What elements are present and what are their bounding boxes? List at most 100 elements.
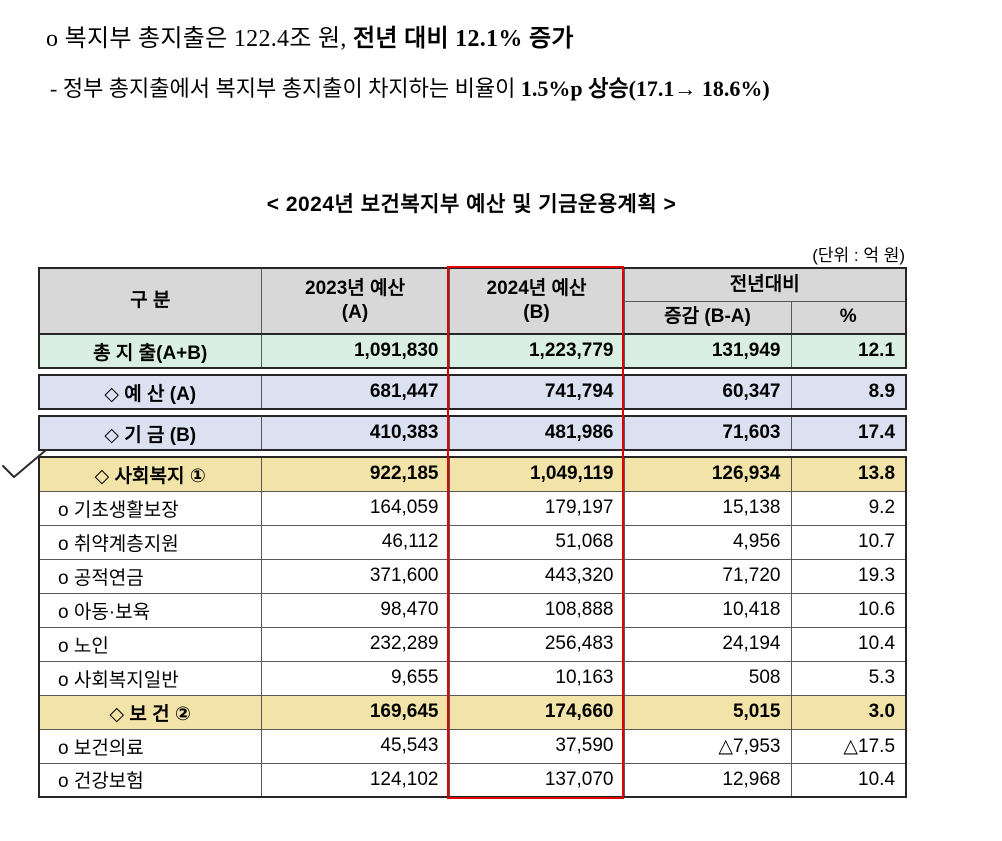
header-yoy-pct: %	[790, 300, 907, 335]
table-header: 구 분 2023년 예산 (A) 2024년 예산 (B) 전년대비 증감 (B…	[38, 267, 907, 335]
header-2023-line1: 2023년 예산	[305, 278, 405, 300]
header-category: 구 분	[38, 267, 262, 335]
y2024-cell: 108,888	[448, 592, 625, 628]
category-cell: 총 지 출(A+B)	[38, 333, 262, 369]
pct-cell: 12.1	[790, 333, 907, 369]
y2024-cell: 37,590	[448, 728, 625, 764]
pct-cell: 9.2	[790, 490, 907, 526]
y2023-cell: 922,185	[260, 456, 450, 492]
header-yoy: 전년대비	[623, 267, 907, 302]
y2023-cell: 232,289	[260, 626, 450, 662]
y2024-cell: 741,794	[448, 374, 625, 410]
y2023-cell: 169,645	[260, 694, 450, 730]
y2023-cell: 164,059	[260, 490, 450, 526]
y2024-cell: 137,070	[448, 762, 625, 798]
y2023-cell: 46,112	[260, 524, 450, 560]
pct-cell: 13.8	[790, 456, 907, 492]
category-cell: ◇ 예 산 (A)	[38, 374, 262, 410]
table-row-health: ◇ 보 건 ② 169,645 174,660 5,015 3.0	[38, 694, 907, 730]
header-2023-budget: 2023년 예산 (A)	[260, 267, 450, 335]
table-row-budget-a: ◇ 예 산 (A) 681,447 741,794 60,347 8.9	[38, 374, 907, 410]
table-row-health-insurance: o 건강보험 124,102 137,070 12,968 10.4	[38, 762, 907, 798]
category-cell: o 사회복지일반	[38, 660, 262, 696]
section-gap	[39, 450, 907, 457]
summary-line-2-text: - 정부 총지출에서 복지부 총지출이 차지하는 비율이	[50, 76, 521, 101]
y2023-cell: 371,600	[260, 558, 450, 594]
diff-cell: 5,015	[623, 694, 792, 730]
pct-cell: 8.9	[790, 374, 907, 410]
category-cell: ◇ 보 건 ②	[38, 694, 262, 730]
y2024-cell: 481,986	[448, 415, 625, 451]
category-cell: o 노인	[38, 626, 262, 662]
table-row-basic-livelihood: o 기초생활보장 164,059 179,197 15,138 9.2	[38, 490, 907, 526]
y2024-cell: 1,049,119	[448, 456, 625, 492]
y2024-cell: 179,197	[448, 490, 625, 526]
y2024-cell: 1,223,779	[448, 333, 625, 369]
table-body: 총 지 출(A+B) 1,091,830 1,223,779 131,949 1…	[38, 333, 907, 798]
table-row-public-pension: o 공적연금 371,600 443,320 71,720 19.3	[38, 558, 907, 594]
header-yoy-diff: 증감 (B-A)	[623, 300, 792, 335]
pct-cell: 10.4	[790, 762, 907, 798]
summary-line-2-bold: 1.5%p 상승(17.1→ 18.6%)	[520, 76, 770, 101]
y2024-cell: 174,660	[448, 694, 625, 730]
diff-cell: 71,720	[623, 558, 792, 594]
y2024-cell: 10,163	[448, 660, 625, 696]
diff-cell: △7,953	[623, 728, 792, 764]
table-row-total-expenditure: 총 지 출(A+B) 1,091,830 1,223,779 131,949 1…	[38, 333, 907, 369]
diff-cell: 10,418	[623, 592, 792, 628]
table-row-vulnerable-support: o 취약계층지원 46,112 51,068 4,956 10.7	[38, 524, 907, 560]
pct-cell: 10.6	[790, 592, 907, 628]
diff-cell: 4,956	[623, 524, 792, 560]
pct-cell: 10.4	[790, 626, 907, 662]
summary-line-1-text: o 복지부 총지출은 122.4조 원,	[46, 26, 354, 52]
y2023-cell: 45,543	[260, 728, 450, 764]
budget-table-wrap: 구 분 2023년 예산 (A) 2024년 예산 (B) 전년대비 증감 (B…	[38, 266, 908, 799]
section-gap	[39, 409, 907, 416]
diff-cell: 131,949	[623, 333, 792, 369]
table-row-elderly: o 노인 232,289 256,483 24,194 10.4	[38, 626, 907, 662]
summary-line-1: o 복지부 총지출은 122.4조 원, 전년 대비 12.1% 증가	[46, 18, 574, 53]
pct-cell: 19.3	[790, 558, 907, 594]
y2023-cell: 9,655	[260, 660, 450, 696]
diff-cell: 12,968	[623, 762, 792, 798]
y2023-cell: 98,470	[260, 592, 450, 628]
header-2024-line1: 2024년 예산	[486, 278, 587, 300]
category-cell: ◇ 기 금 (B)	[38, 415, 262, 451]
y2023-cell: 681,447	[260, 374, 450, 410]
unit-label: (단위 : 억 원)	[812, 246, 905, 265]
summary-line-2: - 정부 총지출에서 복지부 총지출이 차지하는 비율이 1.5%p 상승(17…	[50, 71, 770, 103]
category-cell: o 건강보험	[38, 762, 262, 798]
handwritten-checkmark-icon	[2, 449, 47, 478]
header-row-1: 구 분 2023년 예산 (A) 2024년 예산 (B) 전년대비	[38, 267, 907, 335]
header-row-2: 증감 (B-A) %	[39, 300, 907, 335]
category-cell: o 기초생활보장	[38, 490, 262, 526]
header-2023-line2: (A)	[341, 302, 369, 323]
pct-cell: △17.5	[790, 728, 907, 764]
summary-line-1-bold: 전년 대비 12.1% 증가	[353, 26, 574, 52]
pct-cell: 10.7	[790, 524, 907, 560]
table-row-health-medical: o 보건의료 45,543 37,590 △7,953 △17.5	[38, 728, 907, 764]
pct-cell: 17.4	[790, 415, 907, 451]
diff-cell: 60,347	[623, 374, 792, 410]
diff-cell: 71,603	[623, 415, 792, 451]
category-cell: o 취약계층지원	[38, 524, 262, 560]
table-row-social-welfare-general: o 사회복지일반 9,655 10,163 508 5.3	[38, 660, 907, 696]
pct-cell: 3.0	[790, 694, 907, 730]
table-row-fund-b: ◇ 기 금 (B) 410,383 481,986 71,603 17.4	[38, 415, 907, 451]
table-row-child-care: o 아동·보육 98,470 108,888 10,418 10.6	[38, 592, 907, 628]
table-row-social-welfare: ◇ 사회복지 ① 922,185 1,049,119 126,934 13.8	[38, 456, 907, 492]
y2024-cell: 443,320	[448, 558, 625, 594]
diff-cell: 24,194	[623, 626, 792, 662]
header-2024-budget: 2024년 예산 (B)	[448, 267, 625, 335]
pct-cell: 5.3	[790, 660, 907, 696]
diff-cell: 15,138	[623, 490, 792, 526]
table-title: < 2024년 보건복지부 예산 및 기금운용계획 >	[266, 193, 677, 216]
y2023-cell: 1,091,830	[260, 333, 450, 369]
diff-cell: 126,934	[623, 456, 792, 492]
category-cell: o 보건의료	[38, 728, 262, 764]
diff-cell: 508	[623, 660, 792, 696]
category-cell: o 공적연금	[38, 558, 262, 594]
y2023-cell: 124,102	[260, 762, 450, 798]
section-gap	[39, 368, 907, 375]
